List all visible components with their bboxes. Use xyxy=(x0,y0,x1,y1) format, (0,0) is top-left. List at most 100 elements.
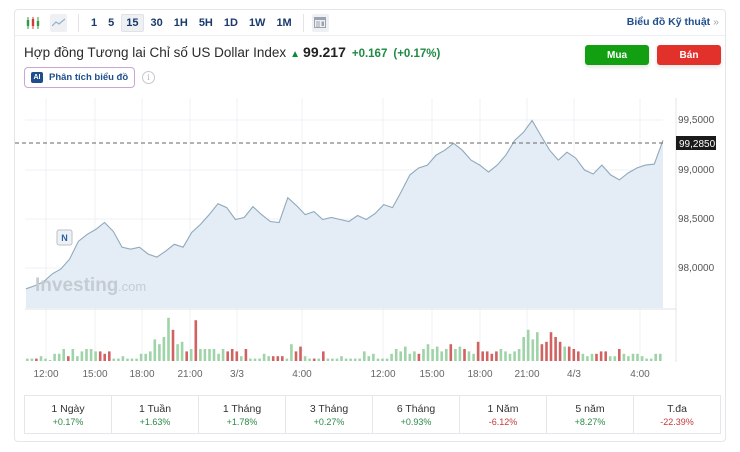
news-marker[interactable]: N xyxy=(56,229,73,246)
volume-bar xyxy=(26,358,29,361)
volume-bar xyxy=(577,351,580,361)
performance-cell[interactable]: 1 Ngày +0.17% xyxy=(25,396,112,433)
investing-watermark-suffix: .com xyxy=(118,279,146,294)
volume-bar xyxy=(322,351,325,361)
volume-bar xyxy=(171,329,175,361)
volume-bar xyxy=(476,341,480,361)
volume-bar xyxy=(340,356,343,361)
volume-bar xyxy=(167,317,170,361)
volume-bar xyxy=(149,351,152,361)
volume-bar xyxy=(285,358,289,361)
volume-bar xyxy=(376,358,380,361)
volume-bar xyxy=(126,358,129,361)
volume-bar xyxy=(290,344,293,361)
timeframe-30[interactable]: 30 xyxy=(150,16,163,29)
volume-bar xyxy=(267,356,270,361)
volume-bar xyxy=(654,353,657,361)
timeframe-5[interactable]: 5 xyxy=(108,16,115,29)
volume-bar xyxy=(35,358,38,361)
x-tick: 21:00 xyxy=(514,369,539,380)
timeframe-1d[interactable]: 1D xyxy=(223,16,238,29)
candlestick-icon[interactable] xyxy=(24,14,42,32)
volume-bar xyxy=(235,351,239,361)
volume-bar xyxy=(344,358,348,361)
performance-cell[interactable]: 1 Tuần +1.63% xyxy=(112,396,199,433)
buy-button[interactable]: Mua xyxy=(585,45,649,65)
volume-bar xyxy=(281,356,284,361)
volume-bar xyxy=(572,349,576,361)
volume-bar xyxy=(404,346,407,361)
volume-bar xyxy=(467,351,471,361)
volume-bar xyxy=(217,353,220,361)
volume-bar xyxy=(203,349,207,361)
timeframe-1[interactable]: 1 xyxy=(91,16,98,29)
x-tick: 15:00 xyxy=(419,369,444,380)
timeframe-1h[interactable]: 1H xyxy=(173,16,188,29)
volume-bar xyxy=(372,353,375,361)
volume-bar xyxy=(554,337,557,361)
y-tick: 99,5000 xyxy=(678,115,715,126)
volume-bar xyxy=(112,358,116,361)
sell-button[interactable]: Bán xyxy=(657,45,721,65)
current-price-label: 99,2850 xyxy=(679,139,716,150)
performance-cell[interactable]: 5 năm +8.27% xyxy=(547,396,634,433)
performance-period: 1 Năm xyxy=(487,402,519,415)
x-tick: 4:00 xyxy=(630,369,650,380)
volume-bar xyxy=(57,353,61,361)
timeframe-1w[interactable]: 1W xyxy=(248,16,266,29)
volume-bar xyxy=(422,349,425,361)
timeframe-15[interactable]: 15 xyxy=(121,13,144,32)
volume-bar xyxy=(312,358,316,361)
volume-bar xyxy=(499,349,503,361)
y-tick: 99,0000 xyxy=(678,165,715,176)
layout-icon[interactable] xyxy=(311,13,329,32)
ai-analysis-label: Phân tích biểu đồ xyxy=(49,72,129,83)
volume-bar xyxy=(103,353,106,361)
instrument-title: Hợp đồng Tương lai Chỉ số US Dollar Inde… xyxy=(24,45,287,60)
volume-bar xyxy=(262,353,266,361)
ai-chart-analysis-button[interactable]: AI Phân tích biểu đồ xyxy=(24,67,136,88)
volume-bar xyxy=(640,356,644,361)
x-tick: 18:00 xyxy=(129,369,154,380)
volume-bar xyxy=(276,356,280,361)
volume-bar xyxy=(595,353,598,361)
info-icon[interactable]: i xyxy=(142,71,155,84)
volume-bar xyxy=(445,349,448,361)
technical-chart-link[interactable]: Biểu đồ Kỹ thuật» xyxy=(627,16,719,28)
volume-bar xyxy=(531,339,535,361)
volume-bar xyxy=(62,349,65,361)
chart-toolbar: 1 5 15 30 1H 5H 1D 1W 1M Biểu đồ Kỹ thuậ… xyxy=(15,10,725,36)
ai-icon: AI xyxy=(31,72,43,83)
volume-bar xyxy=(108,351,111,361)
performance-cell[interactable]: 6 Tháng +0.93% xyxy=(373,396,460,433)
price-chart[interactable]: Investing .com N 99,5000 99,0000 98,5000… xyxy=(15,10,727,390)
area-chart-icon[interactable] xyxy=(50,13,67,32)
volume-bar xyxy=(212,349,216,361)
volume-bar xyxy=(335,358,339,361)
volume-bar xyxy=(189,349,193,361)
volume-bar xyxy=(48,360,52,361)
volume-bar xyxy=(308,358,311,361)
volume-bar xyxy=(399,351,402,361)
volume-bar xyxy=(599,351,603,361)
performance-table: 1 Ngày +0.17% 1 Tuần +1.63% 1 Tháng +1.78% 3 T… xyxy=(24,395,721,434)
volume-bar xyxy=(495,351,498,361)
x-tick: 3/3 xyxy=(230,369,244,380)
timeframe-1m[interactable]: 1M xyxy=(276,16,292,29)
performance-cell[interactable]: 3 Tháng +0.27% xyxy=(286,396,373,433)
volume-bar xyxy=(121,356,125,361)
volume-bar xyxy=(244,349,248,361)
volume-bar xyxy=(180,341,184,361)
volume-bar xyxy=(490,353,494,361)
volume-bar xyxy=(472,353,475,361)
volume-bar xyxy=(303,356,307,361)
performance-cell[interactable]: T.đa -22.39% xyxy=(634,396,720,433)
volume-bar xyxy=(504,351,507,361)
performance-period: 6 Tháng xyxy=(396,402,436,415)
performance-cell[interactable]: 1 Tháng +1.78% xyxy=(199,396,286,433)
timeframe-5h[interactable]: 5H xyxy=(198,16,213,29)
technical-chart-label: Biểu đồ Kỹ thuật xyxy=(626,16,711,28)
volume-bar xyxy=(199,349,202,361)
performance-cell[interactable]: 1 Năm -6.12% xyxy=(460,396,547,433)
volume-bar xyxy=(608,356,612,361)
